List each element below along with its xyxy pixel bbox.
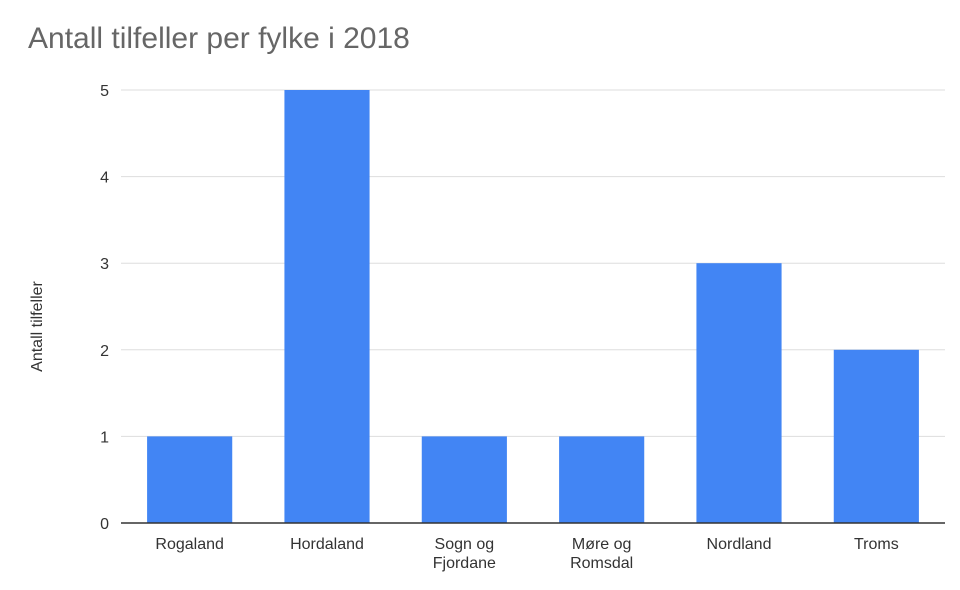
x-tick-label-line: Nordland [707,536,772,553]
chart-title: Antall tilfeller per fylke i 2018 [28,22,410,55]
x-tick-label-line: Sogn og [435,536,495,553]
x-tick-label: Rogaland [155,536,224,553]
y-tick-label: 0 [100,516,109,533]
y-axis-title: Antall tilfeller [29,280,46,371]
bar [833,349,919,523]
bars [147,90,919,523]
x-tick-label: Sogn og Fjordane [433,536,496,572]
x-tick-label: Troms [854,536,899,553]
bar [559,436,645,523]
x-tick-label-line: Rogaland [155,536,224,553]
y-tick-label: 4 [100,170,109,187]
gridlines [121,89,945,437]
bar [696,263,782,523]
y-tick-label: 5 [100,83,109,100]
x-tick-label: Nordland [707,536,772,553]
x-tick-label: Hordaland [290,536,364,553]
x-tick-label-line: Hordaland [290,536,364,553]
y-tick-label: 1 [100,429,109,446]
bar [147,436,233,523]
y-tick-label: 3 [100,256,109,273]
x-tick-labels: Rogaland Hordaland Sogn og Fjordane Møre og R… [155,536,898,572]
bar [421,436,507,523]
x-tick-label-line: Møre og [572,536,632,553]
x-tick-label-line: Fjordane [433,555,496,572]
y-tick-labels: 0 1 2 3 4 5 [100,83,109,533]
y-tick-label: 2 [100,343,109,360]
x-tick-label-line: Troms [854,536,899,553]
bar [284,90,370,523]
x-tick-label: Møre og Romsdal [570,536,633,572]
x-tick-label-line: Romsdal [570,555,633,572]
